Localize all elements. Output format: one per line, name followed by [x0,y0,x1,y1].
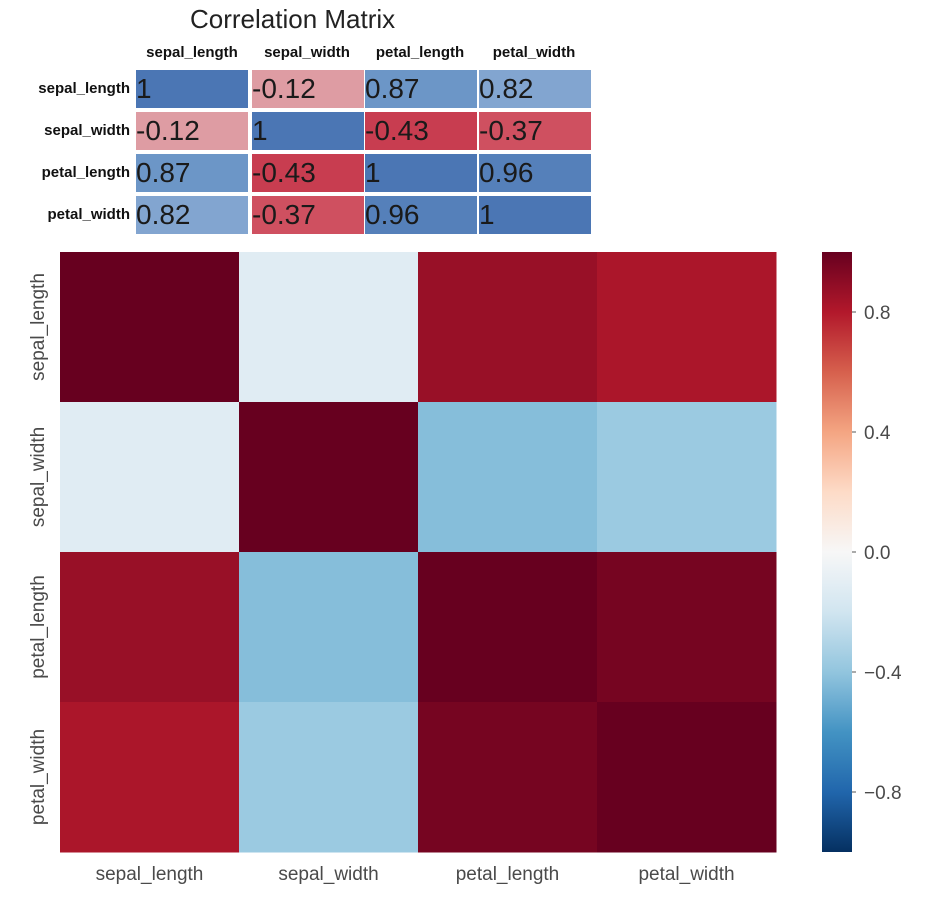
heatmap-cell [239,402,419,553]
x-tick-label: petal_width [638,864,734,885]
y-tick-label: sepal_width [28,427,49,527]
colorbar-tick-label: 0.8 [864,303,890,324]
colorbar [822,252,852,852]
heatmap-cell [239,252,419,403]
heatmap-cell [60,552,240,703]
heatmap-cell [418,552,598,703]
heatmap-cell [597,702,777,853]
x-tick-label: sepal_width [278,864,378,885]
heatmap-cell [418,252,598,403]
heatmap-cell [60,702,240,853]
y-tick-label: sepal_length [28,273,49,381]
colorbar-tick-label: 0.4 [864,423,891,444]
x-tick-label: petal_length [456,864,560,885]
heatmap-cell [60,252,240,403]
heatmap-cell [597,552,777,703]
colorbar-tick-label: 0.0 [864,543,890,564]
x-tick-label: sepal_length [96,864,204,885]
heatmap-cell [418,702,598,853]
heatmap-cell [60,402,240,553]
y-tick-label: petal_length [28,575,49,679]
heatmap-cell [597,402,777,553]
heatmap-cell [597,252,777,403]
colorbar-tick-label: −0.4 [864,663,902,684]
y-tick-label: petal_width [28,729,49,825]
heatmap-cell [418,402,598,553]
heatmap-cell [239,702,419,853]
colorbar-tick-label: −0.8 [864,783,902,804]
heatmap-cell [239,552,419,703]
